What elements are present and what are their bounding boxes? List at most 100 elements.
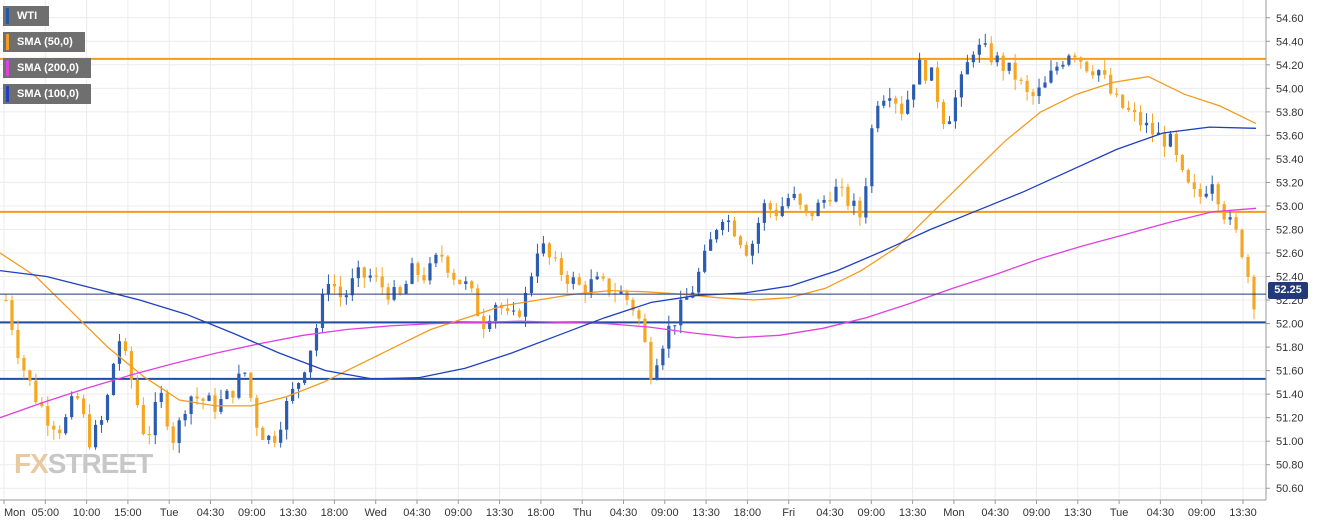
candle-body bbox=[404, 283, 408, 294]
candle-body bbox=[374, 275, 378, 277]
x-tick-label: 09:00 bbox=[1188, 507, 1216, 519]
candle-body bbox=[320, 294, 325, 329]
candle-body bbox=[380, 276, 384, 288]
y-tick-label: 50.80 bbox=[1276, 460, 1304, 472]
last-price-tag: 52.25 bbox=[1268, 282, 1308, 299]
candle-body bbox=[386, 287, 390, 300]
candle-body bbox=[995, 55, 999, 63]
candle-body bbox=[207, 395, 211, 401]
candle-body bbox=[135, 379, 139, 405]
candle-body bbox=[1216, 184, 1220, 205]
candle-body bbox=[362, 267, 366, 278]
y-tick-label: 53.40 bbox=[1276, 154, 1304, 166]
candle-body bbox=[34, 380, 38, 403]
candle-body bbox=[941, 101, 946, 125]
candle-body bbox=[22, 358, 26, 371]
x-tick-label: 18:00 bbox=[734, 507, 762, 519]
candle-body bbox=[822, 200, 826, 203]
candle-body bbox=[64, 417, 68, 434]
candle-body bbox=[4, 300, 8, 302]
candle-body bbox=[1103, 70, 1107, 75]
candle-body bbox=[816, 202, 820, 217]
legend-item-sma50[interactable]: SMA (50,0) bbox=[3, 32, 85, 52]
candle-body bbox=[852, 200, 856, 206]
sma-line bbox=[0, 126, 1257, 380]
candle-body bbox=[314, 328, 319, 351]
candle-body bbox=[637, 310, 641, 319]
candle-body bbox=[565, 274, 569, 284]
candle-body bbox=[953, 97, 958, 122]
candle-body bbox=[267, 435, 271, 440]
legend-item-sma200[interactable]: SMA (200,0) bbox=[3, 58, 91, 78]
candle-body bbox=[70, 396, 74, 418]
candle-body bbox=[28, 370, 32, 381]
candle-body bbox=[1043, 82, 1047, 88]
candle-body bbox=[129, 351, 133, 380]
candle-body bbox=[10, 300, 14, 330]
x-tick-label: 15:00 bbox=[114, 507, 142, 519]
candle-body bbox=[261, 427, 265, 440]
candle-body bbox=[1127, 107, 1131, 110]
candle-body bbox=[1210, 184, 1214, 194]
candle-body bbox=[1115, 93, 1119, 95]
x-tick-label: 09:00 bbox=[238, 507, 266, 519]
candle-body bbox=[625, 291, 629, 300]
candle-body bbox=[356, 267, 360, 279]
candle-body bbox=[840, 186, 844, 188]
legend-item-sma100[interactable]: SMA (100,0) bbox=[3, 84, 91, 104]
x-tick-label: 09:00 bbox=[1023, 507, 1051, 519]
y-tick-label: 54.20 bbox=[1276, 60, 1304, 72]
candle-body bbox=[183, 414, 187, 421]
candle-body bbox=[76, 396, 80, 399]
candle-body bbox=[679, 299, 683, 326]
candle-body bbox=[1222, 204, 1226, 220]
candle-body bbox=[864, 186, 868, 218]
candle-body bbox=[685, 297, 689, 300]
x-tick-label: 13:30 bbox=[486, 507, 514, 519]
candle-body bbox=[595, 276, 599, 280]
candle-body bbox=[601, 276, 605, 279]
candle-body bbox=[225, 390, 229, 400]
candle-body bbox=[649, 341, 653, 380]
legend-swatch bbox=[6, 8, 9, 24]
candle-body bbox=[529, 276, 534, 294]
candle-body bbox=[1240, 229, 1244, 258]
candle-body bbox=[738, 236, 743, 246]
candle-body bbox=[589, 279, 593, 294]
y-tick-label: 53.80 bbox=[1276, 107, 1304, 119]
moving-averages bbox=[0, 75, 1257, 419]
candle-body bbox=[237, 373, 241, 398]
x-tick-label: 04:30 bbox=[816, 507, 844, 519]
x-tick-label: 04:30 bbox=[981, 507, 1009, 519]
candle-body bbox=[46, 406, 50, 426]
candle-body bbox=[1192, 182, 1196, 190]
candle-body bbox=[1013, 62, 1017, 80]
candle-body bbox=[720, 221, 725, 231]
candle-body bbox=[762, 203, 766, 223]
candle-body bbox=[141, 404, 145, 435]
candle-body bbox=[947, 121, 952, 125]
candle-body bbox=[440, 254, 444, 257]
candle-body bbox=[709, 239, 713, 251]
candle-body bbox=[1061, 64, 1065, 67]
candle-body bbox=[846, 186, 850, 206]
candle-body bbox=[1049, 70, 1053, 83]
candle-body bbox=[971, 54, 975, 63]
legend-item-wti[interactable]: WTI bbox=[3, 6, 50, 26]
candle-body bbox=[249, 372, 253, 398]
candle-body bbox=[756, 222, 760, 244]
candle-body bbox=[906, 99, 910, 114]
y-tick-label: 52.80 bbox=[1276, 224, 1304, 236]
candle-body bbox=[458, 279, 462, 284]
candle-body bbox=[470, 281, 474, 289]
x-tick-label: 09:00 bbox=[651, 507, 679, 519]
candle-body bbox=[505, 308, 510, 311]
candle-body bbox=[1186, 170, 1190, 183]
candle-body bbox=[171, 426, 175, 443]
candle-body bbox=[494, 304, 498, 321]
candle-body bbox=[177, 420, 181, 443]
candle-body bbox=[93, 424, 98, 448]
candle-body bbox=[661, 348, 665, 366]
x-tick-label: 10:00 bbox=[73, 507, 101, 519]
candle-body bbox=[535, 253, 540, 277]
